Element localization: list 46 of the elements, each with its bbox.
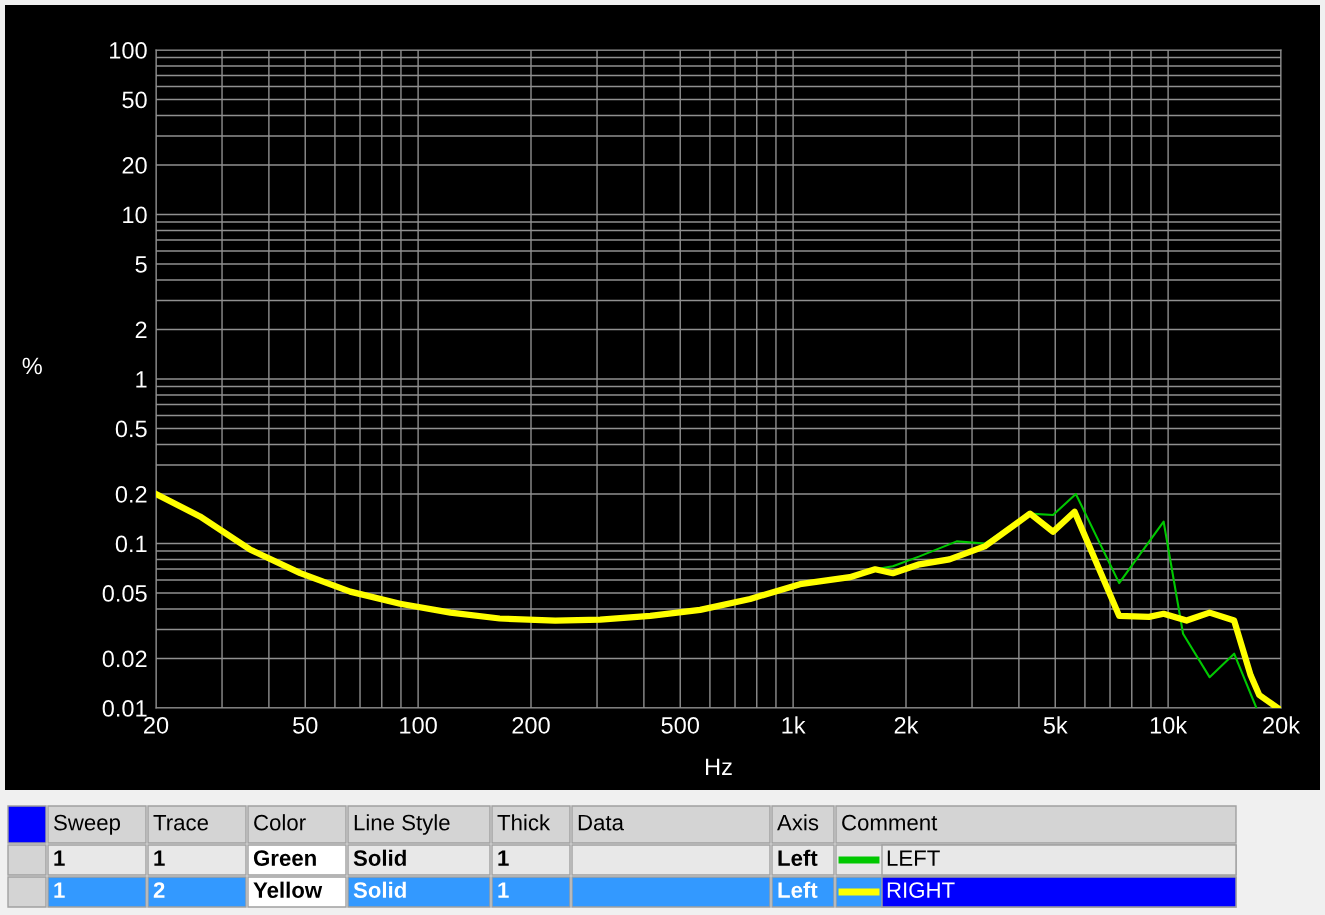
x-tick-label: 200 [512,716,550,734]
x-tick-label: 2k [894,716,919,734]
y-tick-label: 1 [136,371,147,388]
x-tick-label: 500 [661,716,699,734]
x-tick-label: 50 [293,716,318,734]
y-tick-label: 0.02 [102,650,147,668]
text: Solid [353,849,406,866]
y-tick-label: 50 [122,91,147,109]
y-tick-label: 20 [122,157,147,174]
text: Yellow [253,881,323,898]
text: 1 [54,882,65,898]
x-tick-label: 1k [782,716,806,734]
y-tick-label: 2 [135,321,147,339]
x-tick-label: 5k [1043,716,1068,734]
x-tick-label: 100 [400,716,437,734]
text: Left [778,881,818,898]
y-tick-label: 5 [135,256,147,273]
x-tick-label: 10k [1150,716,1188,734]
y-tick-label: 100 [110,42,147,59]
text: 2 [153,882,165,898]
y-tick-label: 10 [123,206,147,224]
text: Sweep [54,814,121,835]
y-tick-label: 0.05 [102,585,147,602]
text: Color [254,814,306,831]
y-tick-label: 0.5 [115,420,147,438]
text: Comment [842,814,938,831]
text: 1 [498,882,509,898]
x-axis-title: Hz [706,758,732,775]
text: Line Style [354,814,450,835]
legend-label: LEFT [887,850,940,866]
y-tick-label: 0.01 [102,700,147,717]
y-tick-label: 0.1 [115,535,147,553]
legend-label: RIGHT [887,882,955,898]
text: Green [253,850,316,866]
text: Thick [497,814,551,831]
text: 1 [498,850,509,866]
text: Left [778,849,818,866]
text: 1 [154,850,165,866]
text: Data [578,814,624,831]
text: Axis [777,814,819,831]
x-tick-label: 20k [1263,716,1301,734]
text: 1 [54,850,65,866]
y-axis-title: % [22,357,42,375]
text: Trace [153,814,208,831]
text: Solid [353,881,406,898]
y-tick-label: 0.2 [115,486,147,503]
